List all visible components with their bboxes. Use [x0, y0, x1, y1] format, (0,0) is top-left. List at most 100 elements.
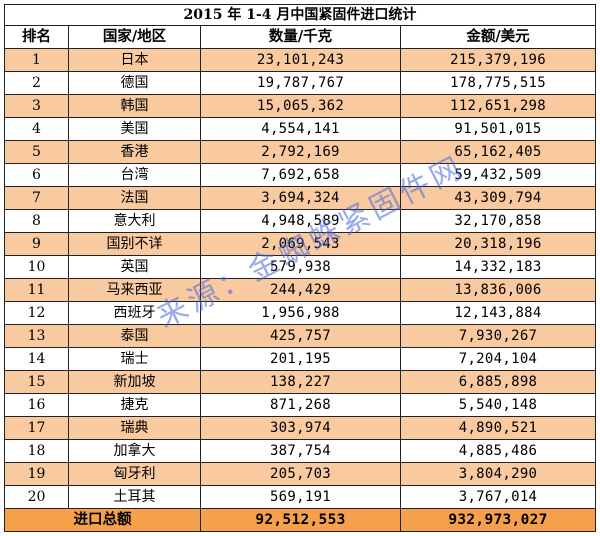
- table-row: 8 意大利 4,948,589 32,170,858: [4, 209, 596, 233]
- table-row: 14 瑞士 201,195 7,204,104: [4, 347, 596, 371]
- table-row: 3 韩国 15,065,362 112,651,298: [4, 94, 596, 118]
- country-cell: 捷克: [68, 393, 201, 417]
- table-row: 18 加拿大 387,754 4,885,486: [4, 439, 596, 463]
- amount-cell: 65,162,405: [400, 140, 596, 164]
- import-statistics-table-container: 2015 年 1-4 月中国紧固件进口统计 排名 国家/地区 数量/千克 金额/…: [4, 4, 596, 532]
- rank-cell: 3: [4, 94, 69, 118]
- quantity-cell: 244,429: [200, 278, 401, 302]
- table-row: 1 日本 23,101,243 215,379,196: [4, 48, 596, 72]
- table-row: 9 国别不详 2,069,543 20,318,196: [4, 232, 596, 256]
- quantity-cell: 303,974: [200, 416, 401, 440]
- quantity-cell: 425,757: [200, 324, 401, 348]
- quantity-cell: 2,069,543: [200, 232, 401, 256]
- amount-cell: 112,651,298: [400, 94, 596, 118]
- quantity-cell: 4,554,141: [200, 117, 401, 141]
- rank-cell: 4: [4, 117, 69, 141]
- amount-cell: 6,885,898: [400, 370, 596, 394]
- amount-cell: 12,143,884: [400, 301, 596, 325]
- table-row: 17 瑞典 303,974 4,890,521: [4, 416, 596, 440]
- table-body: 1 日本 23,101,243 215,379,196 2 德国 19,787,767 178…: [4, 48, 596, 509]
- quantity-cell: 3,694,324: [200, 186, 401, 210]
- table-row: 10 英国 579,938 14,332,183: [4, 255, 596, 279]
- quantity-cell: 205,703: [200, 462, 401, 486]
- quantity-cell: 1,956,988: [200, 301, 401, 325]
- country-cell: 加拿大: [68, 439, 201, 463]
- country-cell: 韩国: [68, 94, 201, 118]
- country-cell: 法国: [68, 186, 201, 210]
- country-cell: 日本: [68, 48, 201, 72]
- country-cell: 瑞典: [68, 416, 201, 440]
- table-title: 2015 年 1-4 月中国紧固件进口统计: [4, 4, 596, 26]
- quantity-cell: 23,101,243: [200, 48, 401, 72]
- amount-cell: 5,540,148: [400, 393, 596, 417]
- table-row: 2 德国 19,787,767 178,775,515: [4, 71, 596, 95]
- amount-cell: 4,885,486: [400, 439, 596, 463]
- amount-cell: 3,804,290: [400, 462, 596, 486]
- table-header-row: 排名 国家/地区 数量/千克 金额/美元: [4, 25, 596, 49]
- country-cell: 美国: [68, 117, 201, 141]
- rank-cell: 11: [4, 278, 69, 302]
- rank-cell: 14: [4, 347, 69, 371]
- rank-cell: 6: [4, 163, 69, 187]
- quantity-cell: 19,787,767: [200, 71, 401, 95]
- rank-cell: 8: [4, 209, 69, 233]
- country-cell: 台湾: [68, 163, 201, 187]
- table-row: 4 美国 4,554,141 91,501,015: [4, 117, 596, 141]
- rank-cell: 2: [4, 71, 69, 95]
- rank-cell: 19: [4, 462, 69, 486]
- amount-cell: 178,775,515: [400, 71, 596, 95]
- quantity-cell: 138,227: [200, 370, 401, 394]
- header-country: 国家/地区: [68, 25, 201, 49]
- total-label: 进口总额: [4, 508, 201, 532]
- rank-cell: 7: [4, 186, 69, 210]
- table-row: 5 香港 2,792,169 65,162,405: [4, 140, 596, 164]
- amount-cell: 215,379,196: [400, 48, 596, 72]
- amount-cell: 7,930,267: [400, 324, 596, 348]
- amount-cell: 32,170,858: [400, 209, 596, 233]
- quantity-cell: 871,268: [200, 393, 401, 417]
- import-statistics-table: 2015 年 1-4 月中国紧固件进口统计 排名 国家/地区 数量/千克 金额/…: [4, 4, 596, 532]
- amount-cell: 13,836,006: [400, 278, 596, 302]
- table-row: 11 马来西亚 244,429 13,836,006: [4, 278, 596, 302]
- country-cell: 泰国: [68, 324, 201, 348]
- rank-cell: 20: [4, 485, 69, 509]
- rank-cell: 10: [4, 255, 69, 279]
- rank-cell: 1: [4, 48, 69, 72]
- table-row: 20 土耳其 569,191 3,767,014: [4, 485, 596, 509]
- quantity-cell: 15,065,362: [200, 94, 401, 118]
- country-cell: 德国: [68, 71, 201, 95]
- table-row: 19 匈牙利 205,703 3,804,290: [4, 462, 596, 486]
- rank-cell: 9: [4, 232, 69, 256]
- country-cell: 土耳其: [68, 485, 201, 509]
- rank-cell: 15: [4, 370, 69, 394]
- amount-cell: 7,204,104: [400, 347, 596, 371]
- table-row: 13 泰国 425,757 7,930,267: [4, 324, 596, 348]
- total-amount: 932,973,027: [400, 508, 596, 532]
- table-row: 6 台湾 7,692,658 59,432,509: [4, 163, 596, 187]
- rank-cell: 12: [4, 301, 69, 325]
- quantity-cell: 7,692,658: [200, 163, 401, 187]
- country-cell: 国别不详: [68, 232, 201, 256]
- header-quantity: 数量/千克: [200, 25, 401, 49]
- amount-cell: 91,501,015: [400, 117, 596, 141]
- quantity-cell: 4,948,589: [200, 209, 401, 233]
- country-cell: 意大利: [68, 209, 201, 233]
- country-cell: 匈牙利: [68, 462, 201, 486]
- amount-cell: 4,890,521: [400, 416, 596, 440]
- country-cell: 英国: [68, 255, 201, 279]
- header-rank: 排名: [4, 25, 69, 49]
- rank-cell: 13: [4, 324, 69, 348]
- amount-cell: 20,318,196: [400, 232, 596, 256]
- country-cell: 新加坡: [68, 370, 201, 394]
- rank-cell: 17: [4, 416, 69, 440]
- total-quantity: 92,512,553: [200, 508, 401, 532]
- quantity-cell: 2,792,169: [200, 140, 401, 164]
- quantity-cell: 579,938: [200, 255, 401, 279]
- quantity-cell: 569,191: [200, 485, 401, 509]
- amount-cell: 14,332,183: [400, 255, 596, 279]
- rank-cell: 5: [4, 140, 69, 164]
- country-cell: 西班牙: [68, 301, 201, 325]
- amount-cell: 43,309,794: [400, 186, 596, 210]
- quantity-cell: 387,754: [200, 439, 401, 463]
- table-row: 15 新加坡 138,227 6,885,898: [4, 370, 596, 394]
